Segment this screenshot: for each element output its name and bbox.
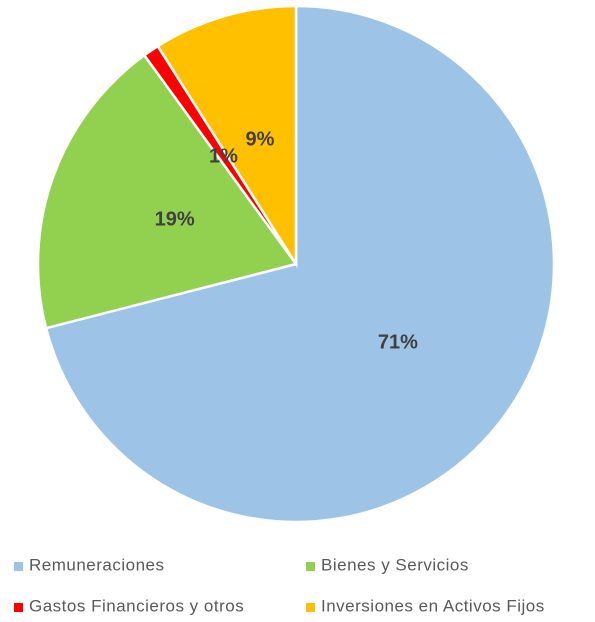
legend-marker bbox=[14, 603, 23, 612]
data-label: 19% bbox=[155, 209, 195, 231]
legend-marker bbox=[14, 562, 23, 571]
legend-label: Bienes y Servicios bbox=[321, 555, 469, 574]
data-label: 1% bbox=[209, 146, 238, 168]
pie-slice bbox=[44, 4, 556, 524]
legend-marker bbox=[306, 603, 315, 612]
legend-label: Remuneraciones bbox=[29, 555, 165, 574]
legend-label: Inversiones en Activos Fijos bbox=[321, 596, 545, 615]
legend-label: Gastos Financieros y otros bbox=[29, 596, 244, 615]
data-label: 9% bbox=[246, 128, 275, 150]
legend-marker bbox=[306, 562, 315, 571]
pie-slice bbox=[156, 4, 298, 269]
pie-slice bbox=[36, 53, 299, 330]
data-label: 71% bbox=[378, 331, 418, 353]
